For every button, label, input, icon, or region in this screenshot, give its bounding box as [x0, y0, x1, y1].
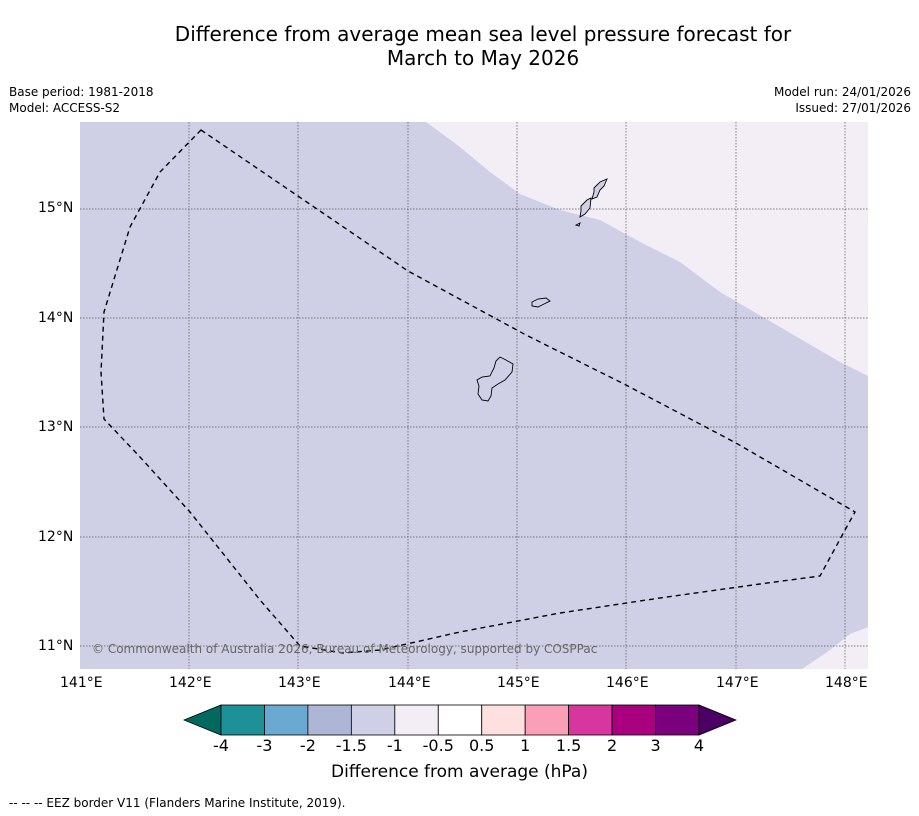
lon-label-141: 141°E: [60, 675, 103, 691]
colorbar-tick-label: -1: [386, 736, 403, 755]
island-aguijan: [574, 222, 581, 227]
colorbar: [183, 704, 737, 736]
colorbar-segment: [524, 704, 570, 736]
colorbar-segment: [481, 704, 526, 736]
colorbar-tick-label: 2: [606, 736, 618, 755]
light-zone-lower-right: [802, 627, 868, 669]
colorbar-tick-label: 4: [693, 736, 705, 755]
title-line-2: March to May 2026: [386, 46, 580, 70]
colorbar-segment: [220, 704, 265, 736]
colorbar-segment: [350, 704, 396, 736]
colorbar-tick-label: 1: [520, 736, 531, 755]
lat-label-11: 11°N: [38, 638, 74, 654]
lon-label-143: 143°E: [278, 675, 321, 691]
colorbar-segment: [611, 704, 656, 736]
colorbar-segment: [307, 704, 352, 736]
colorbar-tick-label: 0.5: [468, 736, 495, 755]
lon-label-145: 145°E: [497, 675, 540, 691]
lat-label-13: 13°N: [38, 419, 74, 435]
colorbar-title: Difference from average (hPa): [331, 762, 588, 782]
eez-border: [100, 129, 856, 654]
island-rota: [531, 297, 551, 308]
eez-legend-note: -- -- -- EEZ border V11 (Flanders Marine…: [9, 796, 346, 810]
colorbar-segment: [568, 704, 613, 736]
map-panel: © Commonwealth of Australia 2026, Bureau…: [80, 122, 868, 669]
island-guam: [476, 356, 514, 402]
colorbar-tick-label: -2: [299, 736, 316, 755]
colorbar-tick-label: -3: [256, 736, 273, 755]
colorbar-tick-label: 1.5: [555, 736, 582, 755]
colorbar-tick-label: -1.5: [335, 736, 367, 755]
colorbar-tick-label: -4: [213, 736, 229, 755]
island-tinian: [579, 197, 592, 218]
light-zone-upper-right: [426, 122, 868, 376]
islands: [476, 178, 608, 402]
colorbar-segment: [264, 704, 309, 736]
colorbar-tick-label: -0.5: [422, 736, 454, 755]
base-period: Base period: 1981-2018: [9, 85, 154, 99]
lon-label-147: 147°E: [716, 675, 759, 691]
lon-label-148: 148°E: [825, 675, 868, 691]
meta-right: Model run: 24/01/2026 Issued: 27/01/2026: [774, 84, 911, 116]
model-name: Model: ACCESS-S2: [9, 101, 121, 115]
colorbar-segment: [655, 704, 700, 736]
island-saipan: [591, 178, 608, 200]
colorbar-segment: [437, 704, 483, 736]
lon-label-146: 146°E: [606, 675, 649, 691]
lon-label-142: 142°E: [169, 675, 212, 691]
lat-label-15: 15°N: [38, 200, 74, 216]
colorbar-extend-low: [183, 704, 222, 736]
colorbar-segment: [394, 704, 439, 736]
copyright-notice: © Commonwealth of Australia 2026, Bureau…: [92, 642, 597, 656]
title-line-1: Difference from average mean sea level p…: [174, 22, 792, 46]
graticule: [80, 122, 868, 669]
lat-label-14: 14°N: [38, 310, 74, 326]
colorbar-extend-high: [698, 704, 737, 736]
issued-date: Issued: 27/01/2026: [795, 101, 911, 115]
chart-title: Difference from average mean sea level p…: [0, 22, 919, 70]
meta-left: Base period: 1981-2018 Model: ACCESS-S2: [9, 84, 154, 116]
lon-label-144: 144°E: [388, 675, 431, 691]
model-run: Model run: 24/01/2026: [773, 85, 911, 99]
colorbar-tick-label: 3: [650, 736, 661, 755]
lat-label-12: 12°N: [38, 529, 74, 545]
